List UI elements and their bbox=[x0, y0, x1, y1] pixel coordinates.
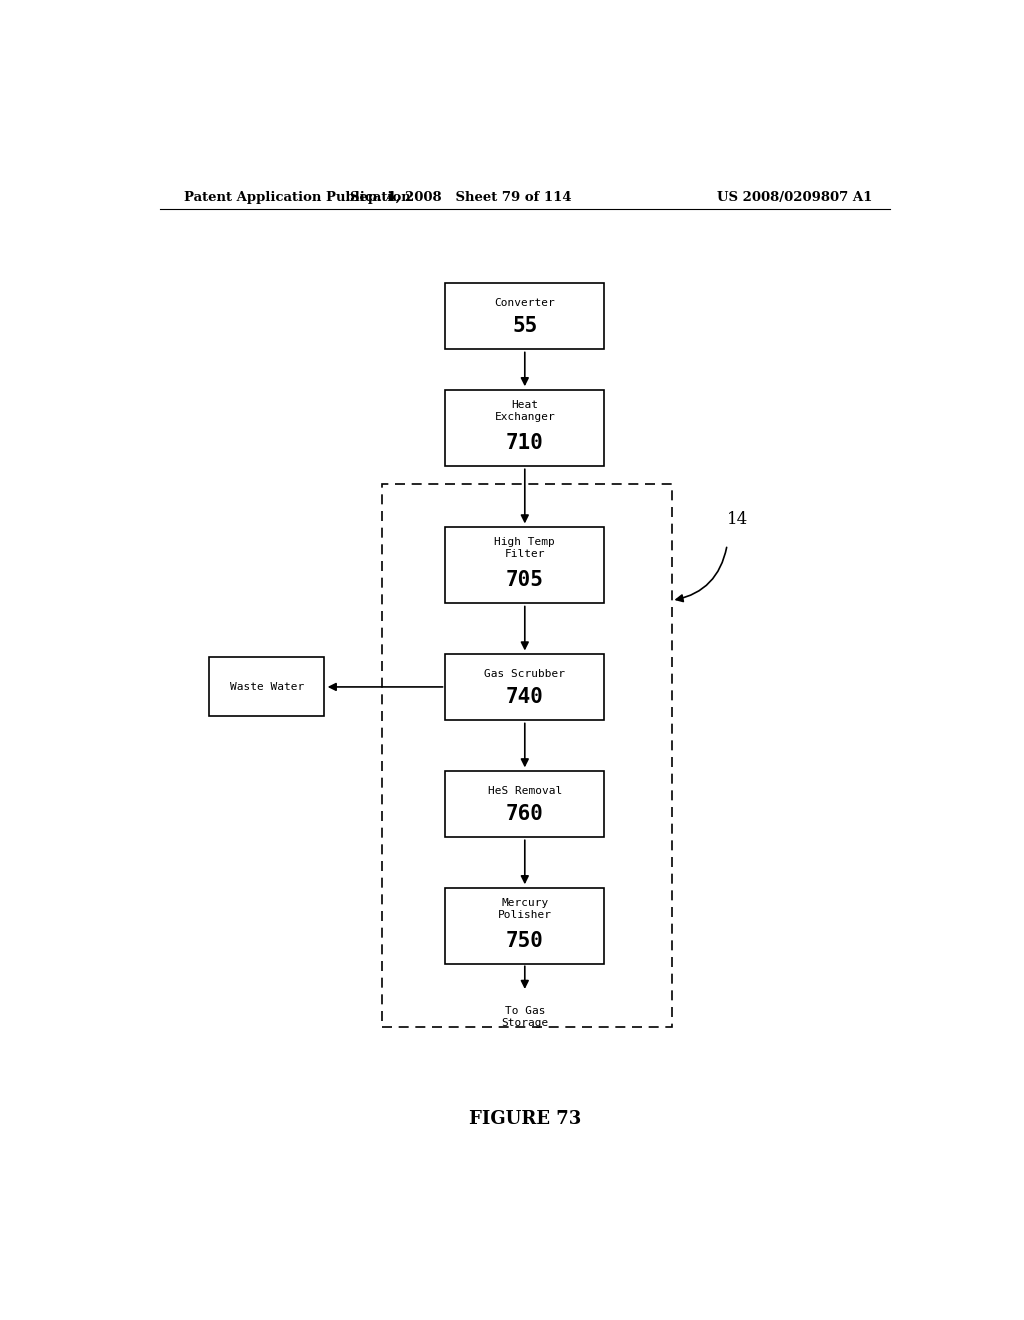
Text: FIGURE 73: FIGURE 73 bbox=[469, 1110, 581, 1127]
Bar bbox=[445, 653, 604, 719]
Text: To Gas
Storage: To Gas Storage bbox=[501, 1006, 549, 1028]
FancyArrowPatch shape bbox=[676, 548, 727, 602]
Bar bbox=[209, 657, 325, 717]
Bar bbox=[445, 527, 604, 603]
Text: Heat
Exchanger: Heat Exchanger bbox=[495, 400, 555, 422]
Text: 740: 740 bbox=[506, 686, 544, 706]
Text: Converter: Converter bbox=[495, 298, 555, 308]
Text: 705: 705 bbox=[506, 570, 544, 590]
Text: Sep. 4, 2008   Sheet 79 of 114: Sep. 4, 2008 Sheet 79 of 114 bbox=[350, 190, 572, 203]
Text: 760: 760 bbox=[506, 804, 544, 824]
Text: High Temp
Filter: High Temp Filter bbox=[495, 537, 555, 560]
Text: 710: 710 bbox=[506, 433, 544, 453]
Bar bbox=[382, 483, 672, 1027]
Text: Mercury
Polisher: Mercury Polisher bbox=[498, 898, 552, 920]
Text: 55: 55 bbox=[512, 315, 538, 335]
Text: HeS Removal: HeS Removal bbox=[487, 785, 562, 796]
Bar bbox=[445, 887, 604, 964]
Text: Waste Water: Waste Water bbox=[229, 682, 304, 692]
Text: 14: 14 bbox=[727, 511, 749, 528]
Bar bbox=[445, 389, 604, 466]
Text: Gas Scrubber: Gas Scrubber bbox=[484, 669, 565, 678]
Text: 750: 750 bbox=[506, 931, 544, 950]
Text: US 2008/0209807 A1: US 2008/0209807 A1 bbox=[717, 190, 872, 203]
Text: Patent Application Publication: Patent Application Publication bbox=[183, 190, 411, 203]
Bar bbox=[445, 282, 604, 348]
Bar bbox=[445, 771, 604, 837]
